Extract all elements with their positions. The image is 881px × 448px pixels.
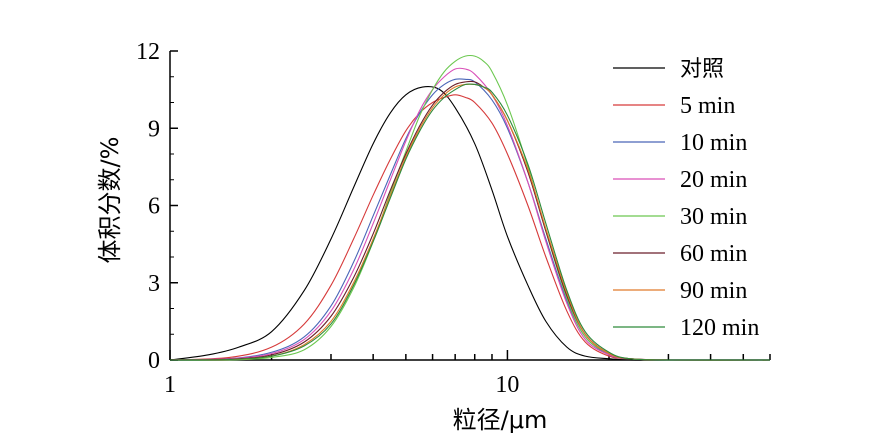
y-tick-label: 0 bbox=[148, 348, 160, 374]
legend: 对照 5 min 10 min 20 min 30 min 60 min 90 min 120… bbox=[613, 57, 759, 341]
legend-label-1: 5 min bbox=[680, 93, 735, 119]
legend-label-5: 60 min bbox=[680, 241, 747, 267]
y-tick-label: 6 bbox=[148, 194, 160, 220]
curves bbox=[169, 54, 771, 361]
x-axis-label: 粒径/μm bbox=[453, 406, 548, 434]
y-tick-label: 3 bbox=[148, 271, 160, 297]
series-line-3 bbox=[169, 67, 771, 361]
legend-label-2: 10 min bbox=[680, 130, 747, 156]
legend-label-6: 90 min bbox=[680, 278, 747, 304]
series-line-4 bbox=[169, 54, 771, 361]
series-line-0 bbox=[169, 86, 770, 361]
y-tick-label: 9 bbox=[148, 116, 160, 142]
legend-label-0: 对照 bbox=[680, 57, 724, 82]
x-tick-label: 10 bbox=[495, 372, 519, 398]
series-line-1 bbox=[169, 94, 771, 361]
axes: 0 3 6 9 12 1 10 bbox=[136, 39, 771, 398]
y-tick-label: 12 bbox=[136, 39, 160, 65]
series-line-7 bbox=[169, 83, 771, 361]
legend-label-3: 20 min bbox=[680, 167, 747, 193]
x-tick-label: 1 bbox=[164, 372, 176, 398]
legend-label-4: 30 min bbox=[680, 204, 747, 230]
y-axis-label: 体积分数/% bbox=[96, 137, 124, 264]
legend-label-7: 120 min bbox=[680, 315, 759, 341]
